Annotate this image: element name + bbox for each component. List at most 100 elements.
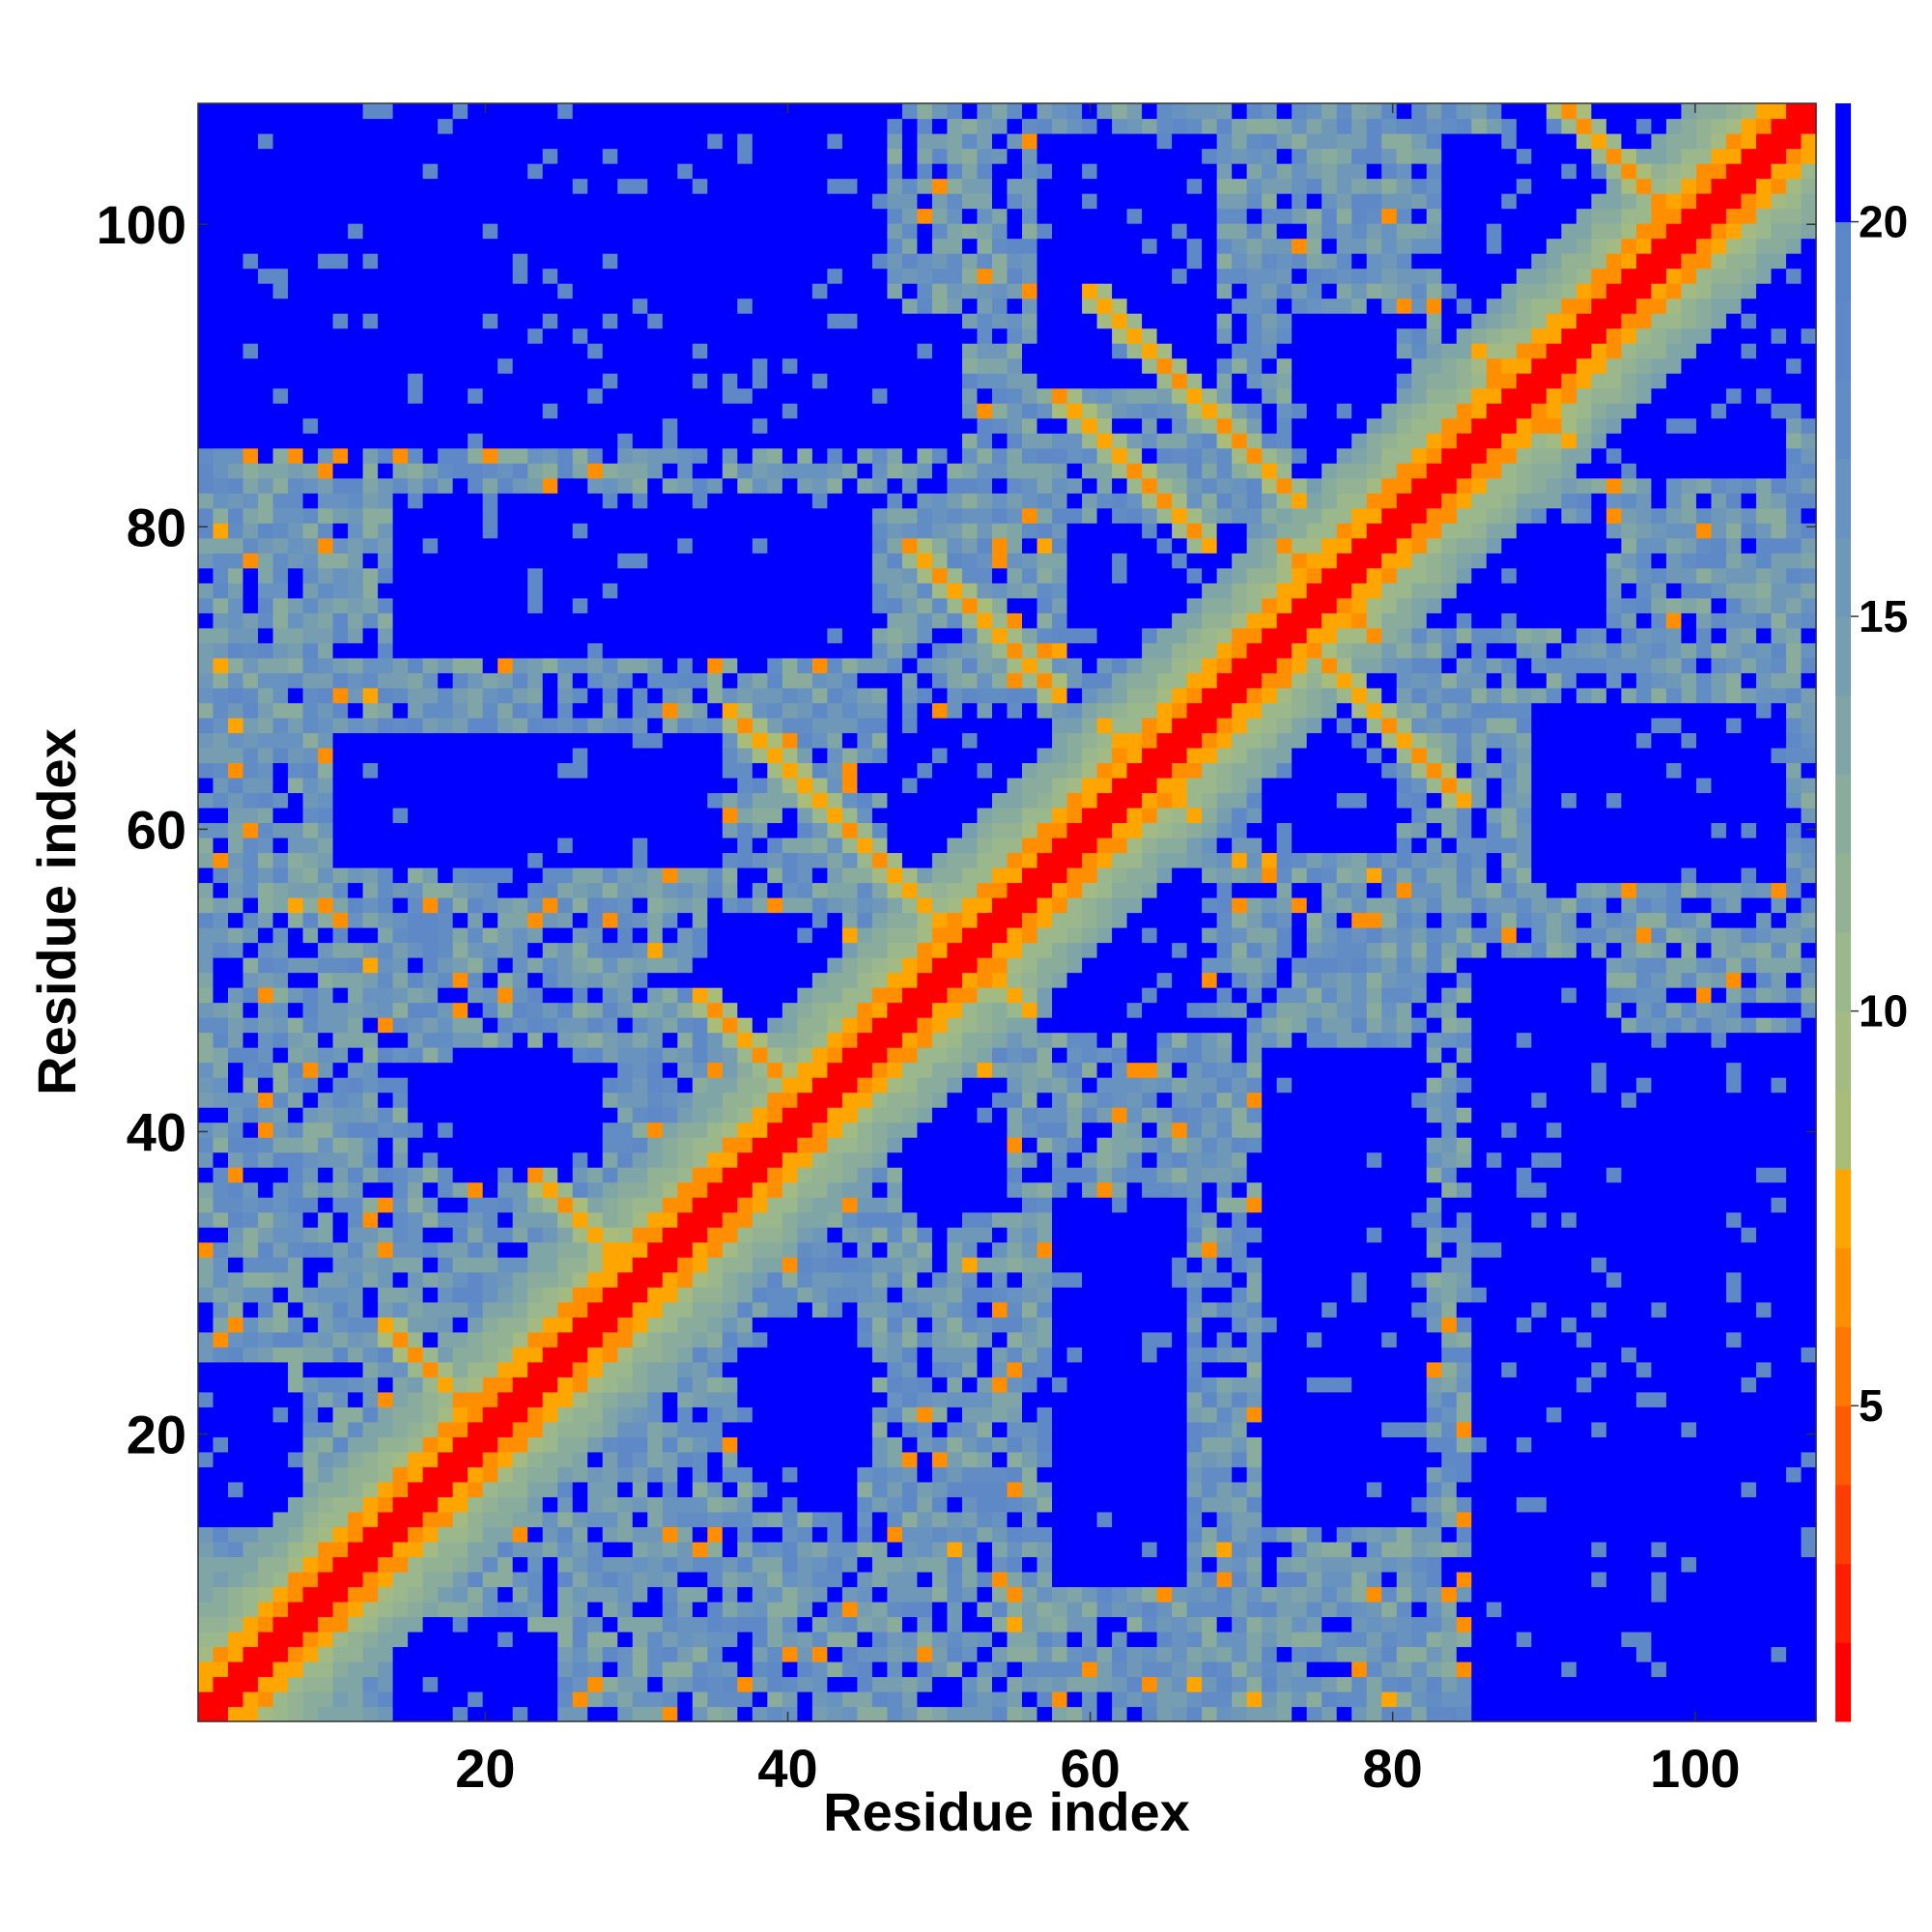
heatmap-cell bbox=[362, 357, 379, 374]
heatmap-cell bbox=[707, 1661, 724, 1678]
heatmap-cell bbox=[348, 208, 364, 224]
heatmap-cell bbox=[258, 1556, 274, 1573]
heatmap-cell bbox=[662, 627, 678, 643]
heatmap-cell bbox=[722, 912, 738, 928]
heatmap-cell bbox=[752, 717, 768, 733]
heatmap-cell bbox=[392, 1676, 409, 1692]
heatmap-cell bbox=[542, 867, 558, 884]
heatmap-cell bbox=[797, 1706, 813, 1722]
heatmap-cell bbox=[752, 298, 768, 314]
heatmap-cell bbox=[392, 507, 409, 524]
heatmap-cell bbox=[767, 1676, 783, 1692]
heatmap-cell bbox=[302, 373, 319, 389]
heatmap-cell bbox=[811, 1661, 828, 1678]
heatmap-cell bbox=[258, 553, 274, 569]
heatmap-cell bbox=[272, 1317, 289, 1333]
heatmap-cell bbox=[242, 298, 259, 314]
heatmap-cell bbox=[542, 118, 558, 134]
heatmap-cell bbox=[887, 1391, 903, 1407]
heatmap-cell bbox=[617, 822, 634, 838]
heatmap-cell bbox=[827, 253, 843, 270]
heatmap-cell bbox=[752, 1391, 768, 1407]
heatmap-cell bbox=[348, 1271, 364, 1288]
heatmap-cell bbox=[392, 343, 409, 359]
heatmap-cell bbox=[288, 1676, 304, 1692]
heatmap-cell bbox=[587, 777, 604, 794]
heatmap-cell bbox=[213, 133, 229, 150]
heatmap-cell bbox=[617, 1526, 634, 1543]
heatmap-cell bbox=[452, 1526, 469, 1543]
heatmap-cell bbox=[332, 447, 349, 464]
heatmap-cell bbox=[198, 702, 214, 719]
heatmap-cell bbox=[408, 403, 424, 419]
heatmap-cell bbox=[542, 238, 558, 254]
heatmap-cell bbox=[512, 1690, 528, 1708]
heatmap-cell bbox=[557, 762, 574, 779]
heatmap-cell bbox=[198, 837, 214, 854]
heatmap-cell bbox=[752, 1541, 768, 1557]
heatmap-cell bbox=[781, 687, 798, 703]
heatmap-cell bbox=[288, 1690, 304, 1708]
heatmap-cell bbox=[242, 447, 259, 464]
heatmap-cell bbox=[797, 702, 813, 719]
heatmap-cell bbox=[408, 1690, 424, 1708]
heatmap-cell bbox=[662, 1257, 678, 1273]
heatmap-cell bbox=[737, 433, 753, 449]
heatmap-cell bbox=[348, 1002, 364, 1018]
heatmap-cell bbox=[392, 298, 409, 314]
heatmap-cell bbox=[258, 1706, 274, 1722]
heatmap-cell bbox=[497, 1377, 514, 1393]
heatmap-cell bbox=[497, 822, 514, 838]
heatmap-cell bbox=[797, 118, 813, 134]
heatmap-cell bbox=[512, 1436, 528, 1453]
heatmap-cell bbox=[228, 327, 244, 344]
heatmap-cell bbox=[632, 1122, 648, 1138]
heatmap-cell bbox=[332, 672, 349, 689]
heatmap-cell bbox=[198, 118, 214, 134]
heatmap-cell bbox=[617, 447, 634, 464]
heatmap-cell bbox=[542, 1511, 558, 1527]
heatmap-cell bbox=[392, 792, 409, 809]
heatmap-cell bbox=[677, 1211, 694, 1228]
heatmap-cell bbox=[198, 1317, 214, 1333]
heatmap-cell bbox=[811, 1556, 828, 1573]
heatmap-cell bbox=[572, 1631, 588, 1648]
heatmap-cell bbox=[827, 896, 843, 914]
heatmap-cell bbox=[362, 1377, 379, 1393]
heatmap-cell bbox=[497, 1391, 514, 1407]
heatmap-cell bbox=[602, 283, 618, 299]
heatmap-cell bbox=[482, 1451, 498, 1467]
heatmap-cell bbox=[827, 1107, 843, 1123]
heatmap-cell bbox=[542, 1257, 558, 1273]
heatmap-cell bbox=[482, 762, 498, 779]
heatmap-cell bbox=[302, 1151, 319, 1168]
heatmap-cell bbox=[647, 208, 664, 224]
heatmap-cell bbox=[841, 1496, 859, 1513]
heatmap-cell bbox=[737, 493, 753, 509]
heatmap-cell bbox=[272, 792, 289, 809]
heatmap-cell bbox=[318, 1077, 334, 1094]
heatmap-cell bbox=[242, 1661, 259, 1678]
heatmap-cell bbox=[587, 1571, 604, 1588]
heatmap-cell bbox=[677, 298, 694, 314]
heatmap-cell bbox=[422, 1167, 439, 1183]
heatmap-cell bbox=[811, 537, 828, 554]
heatmap-cell bbox=[213, 987, 229, 1004]
heatmap-cell bbox=[677, 1466, 694, 1483]
heatmap-cell bbox=[422, 298, 439, 314]
heatmap-cell bbox=[677, 1526, 694, 1543]
heatmap-cell bbox=[242, 357, 259, 374]
heatmap-cell bbox=[617, 537, 634, 554]
heatmap-cell bbox=[647, 238, 664, 254]
heatmap-cell bbox=[318, 1421, 334, 1437]
heatmap-cell bbox=[422, 103, 439, 120]
heatmap-cell bbox=[617, 553, 634, 569]
heatmap-cell bbox=[482, 747, 498, 764]
heatmap-cell bbox=[452, 283, 469, 299]
heatmap-cell bbox=[781, 1167, 798, 1183]
heatmap-cell bbox=[362, 163, 379, 180]
heatmap-cell bbox=[242, 1391, 259, 1407]
heatmap-cell bbox=[228, 582, 244, 599]
heatmap-cell bbox=[781, 463, 798, 479]
